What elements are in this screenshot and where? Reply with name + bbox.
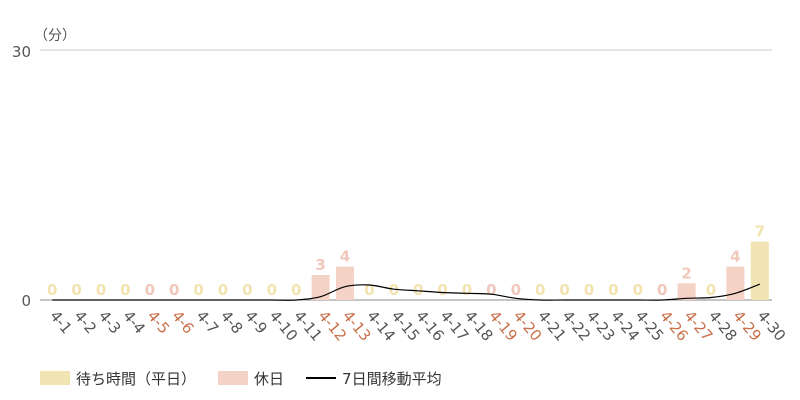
value-label-4-10: 0 bbox=[267, 281, 277, 299]
value-label-4-15: 0 bbox=[389, 281, 399, 299]
legend-label-weekday: 待ち時間（平日） bbox=[76, 369, 197, 388]
bar-4-12 bbox=[311, 275, 330, 300]
value-label-4-7: 0 bbox=[193, 281, 203, 299]
value-label-4-18: 0 bbox=[462, 281, 472, 299]
x-tick-label-4-2: 4-2 bbox=[71, 307, 101, 337]
legend-item-holiday: 休日 bbox=[218, 368, 284, 389]
y-unit-label: （分） bbox=[34, 28, 76, 44]
x-tick-label-4-3: 4-3 bbox=[95, 307, 125, 337]
legend-item-moving-average: 7日間移動平均 bbox=[306, 368, 442, 389]
value-label-4-20: 0 bbox=[511, 281, 521, 299]
value-label-4-13: 4 bbox=[340, 248, 350, 266]
value-label-4-26: 0 bbox=[657, 281, 667, 299]
y-tick-label-0: 0 bbox=[21, 292, 31, 310]
y-tick-label-30: 30 bbox=[12, 43, 31, 61]
value-label-4-11: 0 bbox=[291, 281, 301, 299]
x-tick-label-4-7: 4-7 bbox=[193, 307, 223, 337]
bar-4-27 bbox=[677, 283, 696, 300]
value-label-4-27: 2 bbox=[681, 264, 691, 282]
value-label-4-1: 0 bbox=[47, 281, 57, 299]
value-label-4-9: 0 bbox=[242, 281, 252, 299]
bar-4-13 bbox=[335, 266, 355, 300]
legend-swatch-moving-average bbox=[306, 377, 337, 379]
value-label-4-4: 0 bbox=[120, 281, 130, 299]
legend-swatch-holiday bbox=[218, 371, 249, 385]
bar-4-30 bbox=[750, 241, 769, 300]
moving-average-line bbox=[52, 283, 761, 301]
x-tick-label-4-5: 4-5 bbox=[144, 307, 174, 337]
x-tick-label-4-8: 4-8 bbox=[217, 307, 247, 337]
x-tick-label-4-6: 4-6 bbox=[168, 307, 198, 337]
value-label-4-23: 0 bbox=[584, 281, 594, 299]
legend-label-holiday: 休日 bbox=[254, 369, 285, 388]
value-label-4-19: 0 bbox=[486, 281, 496, 299]
value-label-4-30: 7 bbox=[755, 223, 765, 241]
value-label-4-28: 0 bbox=[706, 281, 716, 299]
x-tick-label-4-1: 4-1 bbox=[46, 307, 76, 337]
legend: 待ち時間（平日） 休日 7日間移動平均 bbox=[40, 368, 464, 388]
legend-label-moving-average: 7日間移動平均 bbox=[342, 369, 442, 388]
x-tick-label-4-4: 4-4 bbox=[119, 307, 149, 337]
value-label-4-25: 0 bbox=[633, 281, 643, 299]
value-label-4-6: 0 bbox=[169, 281, 179, 299]
value-label-4-21: 0 bbox=[535, 281, 545, 299]
value-label-4-22: 0 bbox=[559, 281, 569, 299]
value-label-4-29: 4 bbox=[730, 248, 740, 266]
value-label-4-5: 0 bbox=[145, 281, 155, 299]
value-label-4-17: 0 bbox=[437, 281, 447, 299]
value-label-4-14: 0 bbox=[364, 281, 374, 299]
value-label-4-24: 0 bbox=[608, 281, 618, 299]
value-label-4-16: 0 bbox=[413, 281, 423, 299]
value-label-4-8: 0 bbox=[218, 281, 228, 299]
value-label-4-3: 0 bbox=[96, 281, 106, 299]
value-label-4-2: 0 bbox=[71, 281, 81, 299]
x-tick-label-4-9: 4-9 bbox=[241, 307, 271, 337]
value-label-4-12: 3 bbox=[315, 256, 325, 274]
legend-item-weekday: 待ち時間（平日） bbox=[40, 368, 196, 389]
legend-swatch-weekday bbox=[40, 371, 70, 385]
x-tick-labels-group: 4-14-24-34-44-54-64-74-84-94-104-114-124… bbox=[46, 307, 789, 345]
